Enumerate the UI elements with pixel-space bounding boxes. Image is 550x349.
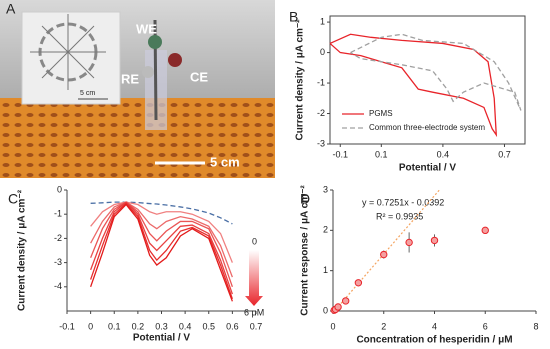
- y-tick-label: -3: [54, 257, 62, 267]
- curve: [329, 33, 498, 138]
- point: [341, 297, 350, 305]
- y-tick-label: -2: [54, 233, 62, 243]
- y-tick-label: -3: [317, 138, 325, 148]
- x-tick-label: 0.3: [155, 321, 168, 331]
- curve: [350, 33, 522, 111]
- plot-frame: [329, 15, 526, 145]
- y-tick-label: 0: [320, 47, 325, 57]
- legend-label: Common three-electrode system: [369, 123, 485, 132]
- x-tick-label: -0.1: [59, 321, 75, 331]
- electrode-label: CE: [190, 69, 208, 84]
- photo: [0, 0, 275, 178]
- curve: [90, 202, 233, 300]
- y-tick-label: -2: [317, 108, 325, 118]
- curve: [90, 201, 233, 278]
- point: [405, 238, 413, 247]
- x-tick-label: -0.1: [333, 149, 349, 159]
- panel-label: C: [8, 191, 18, 207]
- point: [334, 303, 342, 311]
- point: [354, 279, 363, 287]
- point: [430, 236, 439, 245]
- x-tick-label: 2: [381, 321, 386, 331]
- y-tick-label: 0: [323, 305, 328, 315]
- curve: [90, 203, 233, 302]
- x-tick-label: 0.2: [132, 321, 145, 331]
- annotation: 0: [252, 236, 257, 246]
- x-tick-label: 0.7: [498, 149, 511, 159]
- x-tick-label: 4: [432, 321, 437, 331]
- x-tick-label: 0.5: [202, 321, 215, 331]
- annotation: y = 0.7251x - 0.0392: [362, 197, 444, 207]
- y-tick-label: -1: [54, 209, 62, 219]
- y-axis-title: Current density / μA cm⁻²: [17, 189, 28, 311]
- x-tick-label: 0.4: [437, 149, 450, 159]
- x-tick-label: 8: [533, 321, 538, 331]
- y-tick-label: 1: [320, 16, 325, 26]
- legend-label: PGMS: [369, 109, 393, 118]
- x-tick-label: 0.1: [375, 149, 388, 159]
- y-tick-label: -1: [317, 77, 325, 87]
- arrow: [245, 250, 263, 306]
- y-tick-label: 2: [323, 225, 328, 235]
- x-tick-label: 0.1: [108, 321, 121, 331]
- point: [481, 226, 489, 235]
- scale-label: 5 cm: [80, 90, 95, 97]
- curve: [90, 201, 233, 295]
- annotation: R² = 0.9935: [376, 211, 423, 221]
- panel-label: B: [289, 9, 298, 25]
- curve: [90, 201, 233, 225]
- x-tick-label: 6: [483, 321, 488, 331]
- electrode-label: RE: [121, 71, 139, 86]
- x-tick-label: 0.6: [226, 321, 239, 331]
- x-tick-label: 0: [88, 321, 93, 331]
- x-tick-label: 0.7: [250, 321, 263, 331]
- y-axis-title: Current response / μA cm⁻²: [300, 185, 311, 316]
- trendline: [332, 189, 440, 313]
- scale-label: 5 cm: [210, 154, 240, 169]
- x-tick-label: 0.4: [179, 321, 192, 331]
- y-tick-label: 0: [57, 184, 62, 194]
- curve: [90, 201, 233, 263]
- y-tick-label: 3: [323, 184, 328, 194]
- electrode-label: WE: [136, 21, 157, 36]
- panel-label: A: [6, 1, 16, 17]
- y-axis-title: Current density / μA cm⁻²: [295, 19, 306, 141]
- point: [380, 250, 388, 259]
- curve: [90, 201, 233, 288]
- y-tick-label: -4: [54, 281, 62, 291]
- x-axis-title: Potential / V: [399, 163, 457, 174]
- x-axis-title: Potential / V: [133, 333, 191, 344]
- y-tick-label: 1: [323, 265, 328, 275]
- panel-label: D: [300, 191, 310, 207]
- annotation: 6 μM: [244, 307, 264, 317]
- x-axis-title: Concentration of hesperidin / μM: [356, 335, 512, 346]
- x-tick-label: 0: [330, 321, 335, 331]
